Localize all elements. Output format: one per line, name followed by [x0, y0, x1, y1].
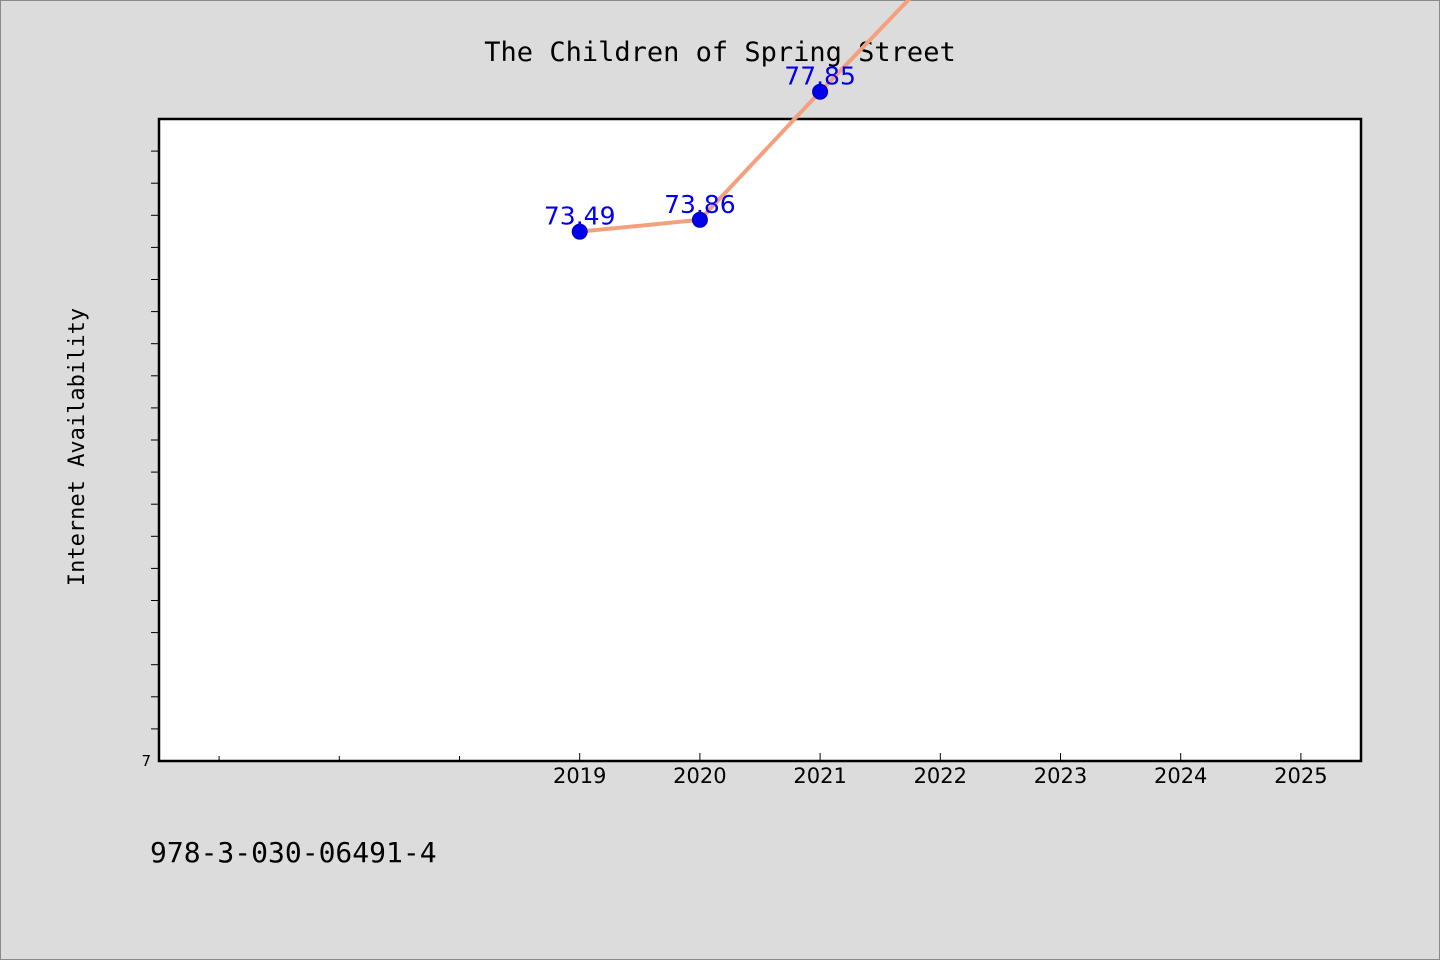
x-tick-label: 2021	[793, 764, 846, 788]
x-tick-label: 2020	[673, 764, 726, 788]
data-point	[691, 211, 708, 228]
y-tick-label: 7	[141, 752, 151, 770]
y-axis-label: Internet Availability	[65, 308, 90, 586]
data-label: 73.86	[664, 190, 736, 219]
chart-title: The Children of Spring Street	[484, 37, 955, 68]
data-label: 77.85	[784, 62, 856, 91]
y-axis-ticks: 7	[141, 150, 159, 770]
plot-area	[157, 117, 1363, 763]
isbn-footer: 978-3-030-06491-4	[150, 836, 437, 869]
series-layer	[571, 0, 912, 240]
data-point	[571, 223, 588, 240]
x-tick-label: 2019	[553, 764, 606, 788]
x-tick-label: 2025	[1274, 764, 1327, 788]
x-tick-label: 2023	[1034, 764, 1087, 788]
x-tick-label: 2022	[914, 764, 967, 788]
data-point	[812, 83, 829, 100]
x-axis-ticks: 2019 2020 2021 2022 2023 2024 2025	[218, 753, 1328, 788]
x-tick-label: 2024	[1154, 764, 1207, 788]
data-label: 73.49	[544, 202, 616, 231]
